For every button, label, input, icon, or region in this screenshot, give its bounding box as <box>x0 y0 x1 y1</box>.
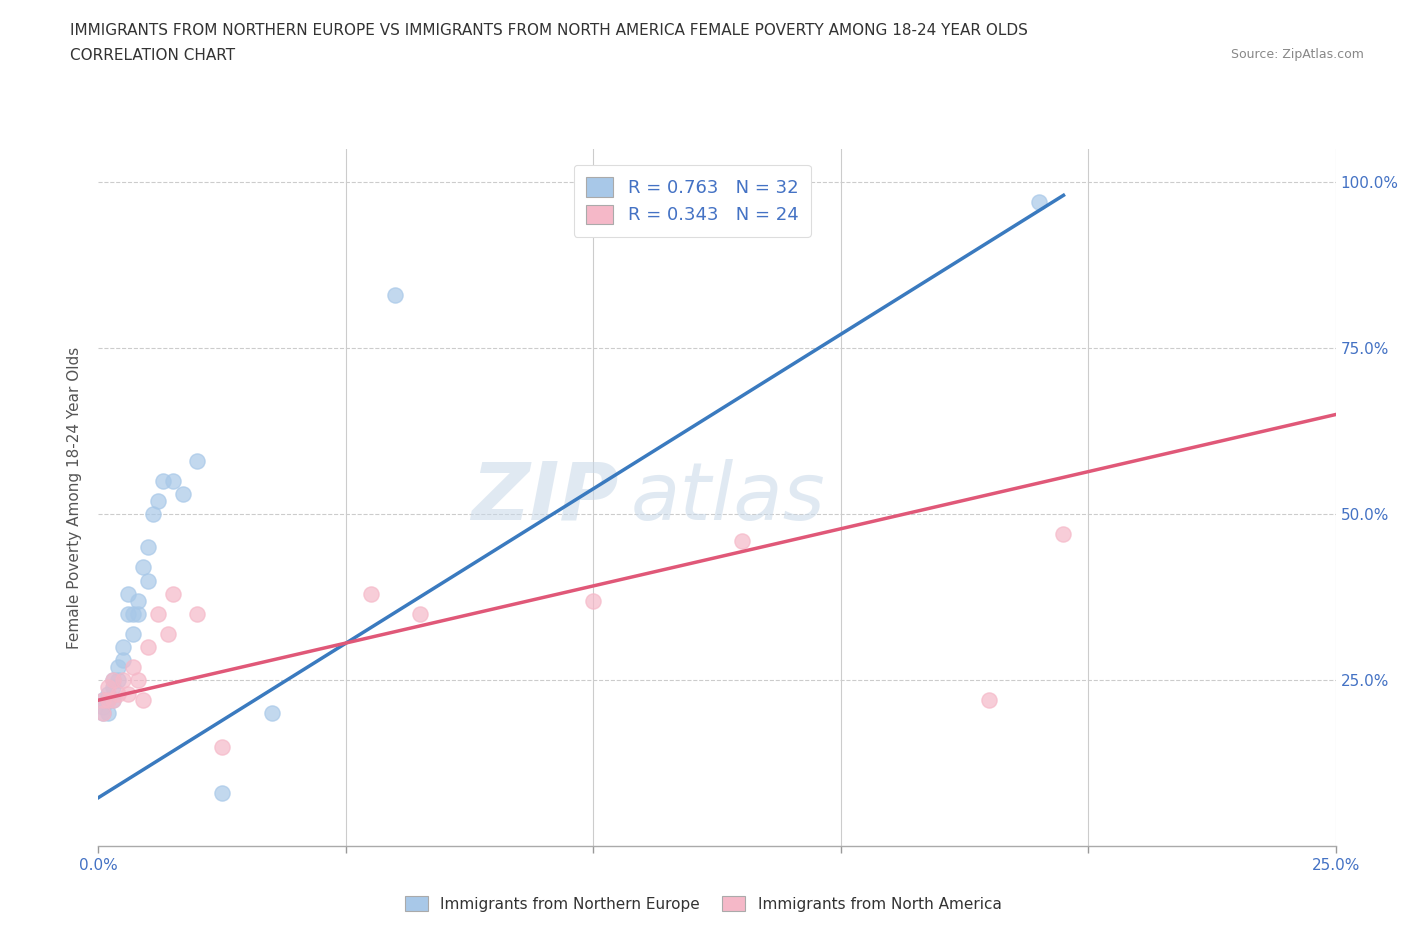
Point <box>112 653 135 668</box>
Point <box>152 473 174 488</box>
Point <box>97 693 120 708</box>
Point <box>172 486 194 501</box>
Point <box>117 686 139 701</box>
Point <box>103 693 125 708</box>
Point <box>97 706 120 721</box>
Point <box>103 680 125 695</box>
Point <box>93 699 115 714</box>
Point <box>1028 194 1050 209</box>
Point <box>117 606 139 621</box>
Point <box>360 587 382 602</box>
Point <box>122 626 145 641</box>
Point <box>93 706 115 721</box>
Point <box>103 672 125 687</box>
Point <box>162 587 184 602</box>
Text: Source: ZipAtlas.com: Source: ZipAtlas.com <box>1230 48 1364 61</box>
Point <box>112 640 135 655</box>
Point <box>117 587 139 602</box>
Point <box>127 672 149 687</box>
Point <box>97 686 120 701</box>
Point <box>146 494 169 509</box>
Point <box>103 672 125 687</box>
Text: IMMIGRANTS FROM NORTHERN EUROPE VS IMMIGRANTS FROM NORTH AMERICA FEMALE POVERTY : IMMIGRANTS FROM NORTHERN EUROPE VS IMMIG… <box>70 23 1028 38</box>
Point <box>146 606 169 621</box>
Text: atlas: atlas <box>630 458 825 537</box>
Point <box>211 739 233 754</box>
Point <box>136 640 159 655</box>
Point <box>186 606 208 621</box>
Point <box>93 693 115 708</box>
Point <box>103 693 125 708</box>
Point <box>582 593 605 608</box>
Point <box>186 454 208 469</box>
Point <box>93 706 115 721</box>
Y-axis label: Female Poverty Among 18-24 Year Olds: Female Poverty Among 18-24 Year Olds <box>67 347 83 649</box>
Legend: Immigrants from Northern Europe, Immigrants from North America: Immigrants from Northern Europe, Immigra… <box>398 889 1008 918</box>
Point <box>122 606 145 621</box>
Point <box>260 706 283 721</box>
Point <box>979 693 1001 708</box>
Legend: R = 0.763   N = 32, R = 0.343   N = 24: R = 0.763 N = 32, R = 0.343 N = 24 <box>574 165 811 237</box>
Point <box>162 473 184 488</box>
Point <box>211 786 233 801</box>
Point <box>127 593 149 608</box>
Text: CORRELATION CHART: CORRELATION CHART <box>70 48 235 63</box>
Point <box>731 533 754 548</box>
Point <box>136 540 159 555</box>
Point <box>1052 526 1074 541</box>
Point <box>122 659 145 674</box>
Point <box>127 606 149 621</box>
Point <box>156 626 179 641</box>
Point <box>107 672 129 687</box>
Point <box>97 680 120 695</box>
Point <box>409 606 432 621</box>
Point <box>384 287 406 302</box>
Point <box>107 659 129 674</box>
Point <box>136 573 159 588</box>
Point <box>132 560 155 575</box>
Point <box>132 693 155 708</box>
Point <box>142 507 165 522</box>
Point <box>107 686 129 701</box>
Text: ZIP: ZIP <box>471 458 619 537</box>
Point <box>112 672 135 687</box>
Point <box>93 693 115 708</box>
Point <box>97 693 120 708</box>
